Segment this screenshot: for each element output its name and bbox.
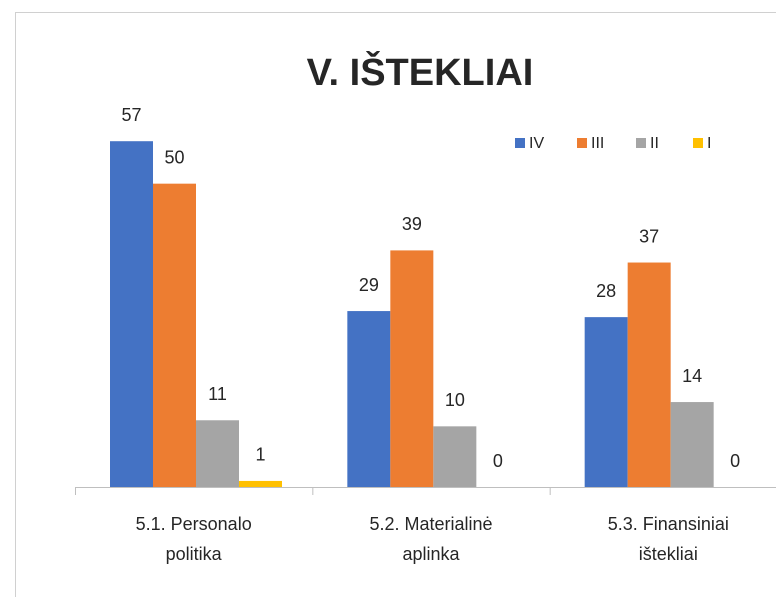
legend-label: II bbox=[650, 135, 659, 152]
data-label: 0 bbox=[493, 451, 503, 471]
legend-swatch bbox=[515, 138, 525, 148]
legend-label: I bbox=[707, 135, 711, 152]
data-label: 29 bbox=[359, 275, 379, 295]
data-label: 10 bbox=[445, 390, 465, 410]
bar bbox=[670, 402, 714, 487]
data-label: 57 bbox=[121, 105, 141, 125]
data-label: 0 bbox=[730, 451, 740, 471]
x-tick-label: 5.3. Finansiniai ištekliai bbox=[607, 514, 729, 564]
bar bbox=[196, 420, 239, 487]
bar bbox=[239, 480, 282, 487]
bar bbox=[153, 183, 196, 487]
bar bbox=[627, 262, 671, 487]
legend-label: III bbox=[591, 135, 604, 152]
bar bbox=[110, 141, 153, 487]
bar bbox=[433, 426, 477, 487]
legend-swatch bbox=[577, 138, 587, 148]
x-tick-label: 5.1. Personalo politika bbox=[135, 514, 252, 564]
chart-title: V. IŠTEKLIAI bbox=[307, 49, 534, 94]
bar bbox=[390, 250, 434, 487]
data-label: 39 bbox=[402, 214, 422, 234]
legend-label: IV bbox=[529, 135, 544, 152]
legend-swatch bbox=[636, 138, 646, 148]
bar bbox=[347, 311, 391, 487]
data-label: 37 bbox=[639, 226, 659, 246]
data-label: 1 bbox=[255, 445, 265, 465]
data-label: 28 bbox=[596, 281, 616, 301]
data-label: 11 bbox=[208, 384, 227, 404]
legend-swatch bbox=[693, 138, 703, 148]
chart-border bbox=[15, 12, 776, 597]
x-tick-label: 5.2. Materialinė aplinka bbox=[369, 514, 493, 564]
data-label: 50 bbox=[164, 147, 184, 167]
data-label: 14 bbox=[682, 366, 702, 386]
bar bbox=[584, 317, 628, 487]
